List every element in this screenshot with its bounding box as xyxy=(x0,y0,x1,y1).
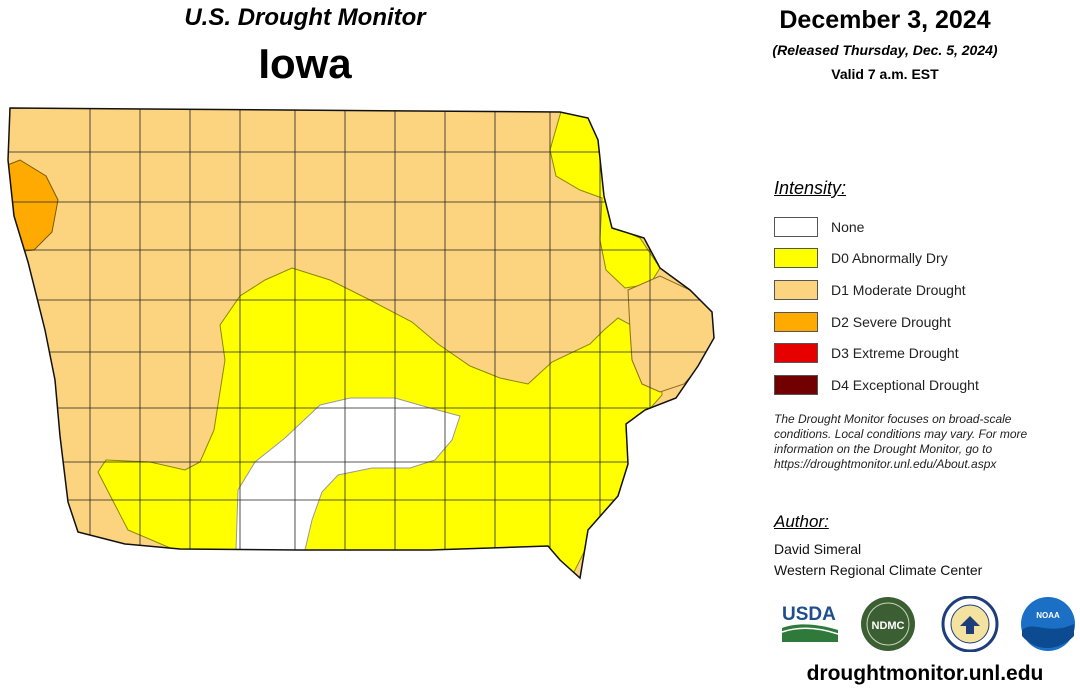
no-drought-area xyxy=(235,397,461,551)
legend-label: D2 Severe Drought xyxy=(831,313,951,330)
d1-southeast-area xyxy=(627,275,714,393)
website-link[interactable]: droughtmonitor.unl.edu xyxy=(806,662,1044,685)
note-line: information on the Drought Monitor, go t… xyxy=(774,442,993,456)
svg-text:NOAA: NOAA xyxy=(1036,611,1060,620)
state-title: Iowa xyxy=(258,40,352,87)
noaa-logo: NOAA xyxy=(1021,597,1075,651)
author-title: Author: xyxy=(774,512,829,531)
legend-label: D4 Exceptional Drought xyxy=(831,376,979,393)
author-org: Western Regional Climate Center xyxy=(774,562,983,578)
valid-time: Valid 7 a.m. EST xyxy=(831,66,939,82)
legend-label: D3 Extreme Drought xyxy=(831,345,959,362)
legend-item-none: None xyxy=(774,211,979,243)
legend-label: None xyxy=(831,218,865,235)
author-name: David Simeral xyxy=(774,541,862,557)
legend-swatch-d2 xyxy=(774,311,818,332)
legend-swatch-d3 xyxy=(774,343,818,364)
note-line: conditions. Local conditions may vary. F… xyxy=(774,427,1028,441)
svg-text:USDA: USDA xyxy=(782,604,836,625)
legend-item-d1: D1 Moderate Drought xyxy=(774,274,979,306)
usda-logo: USDA xyxy=(781,604,839,642)
legend-swatch-d0 xyxy=(774,248,818,269)
legend-label: D0 Abnormally Dry xyxy=(831,250,948,267)
monitor-title: U.S. Drought Monitor xyxy=(184,4,426,31)
iowa-drought-map xyxy=(7,107,715,579)
drought-monitor-note: The Drought Monitor focuses on broad-sca… xyxy=(774,412,1079,472)
legend-title: Intensity: xyxy=(774,178,847,198)
legend-item-d3: D3 Extreme Drought xyxy=(774,337,979,369)
legend-swatch-d1 xyxy=(774,279,818,300)
doc-seal-logo xyxy=(941,596,999,652)
partner-logos: USDA NDMC NOAA xyxy=(781,596,1075,652)
legend: None D0 Abnormally Dry D1 Moderate Droug… xyxy=(774,211,979,401)
legend-item-d4: D4 Exceptional Drought xyxy=(774,369,979,401)
legend-item-d0: D0 Abnormally Dry xyxy=(774,243,979,275)
legend-swatch-d4 xyxy=(774,374,818,395)
release-date: (Released Thursday, Dec. 5, 2024) xyxy=(772,42,998,58)
map-date: December 3, 2024 xyxy=(779,6,991,34)
legend-swatch-none xyxy=(774,216,818,237)
legend-item-d2: D2 Severe Drought xyxy=(774,306,979,338)
ndmc-logo: NDMC xyxy=(861,597,915,651)
svg-text:NDMC: NDMC xyxy=(872,620,905,632)
legend-label: D1 Moderate Drought xyxy=(831,281,966,298)
note-link[interactable]: https://droughtmonitor.unl.edu/About.asp… xyxy=(774,457,997,471)
note-line: The Drought Monitor focuses on broad-sca… xyxy=(774,412,1012,426)
